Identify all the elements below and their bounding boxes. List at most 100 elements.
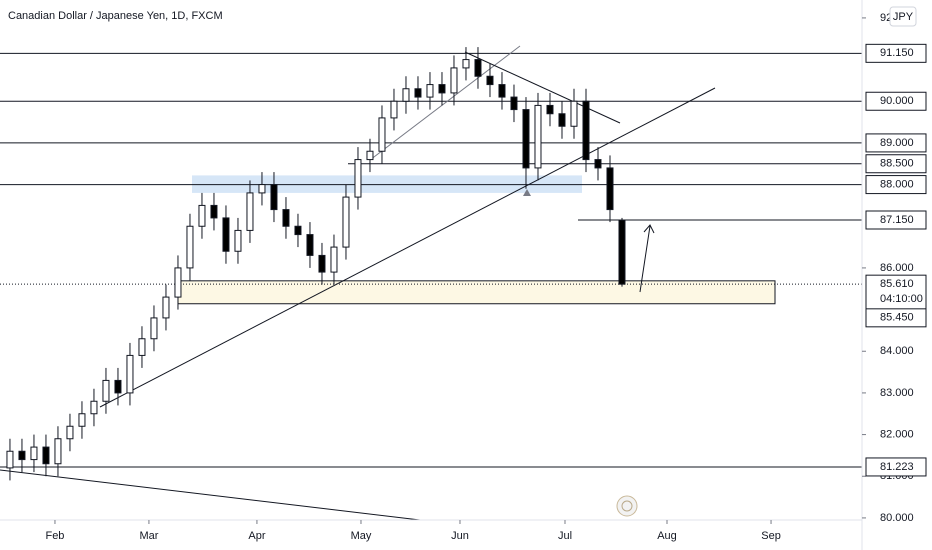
- logo-icon: [616, 495, 638, 517]
- candle-body: [282, 209, 290, 227]
- candle-body: [198, 204, 206, 227]
- chart-title: Canadian Dollar / Japanese Yen, 1D, FXCM: [8, 10, 223, 22]
- level-label: 90.000: [880, 95, 914, 107]
- candle-body: [426, 84, 434, 98]
- candle-body: [114, 379, 122, 394]
- candle-body: [402, 88, 410, 102]
- candle-body: [366, 150, 374, 161]
- candle-body: [54, 438, 62, 465]
- trend-line: [369, 45, 521, 161]
- x-tick-label: Apr: [248, 530, 265, 542]
- trend-line: [99, 87, 716, 408]
- candle-body: [138, 338, 146, 356]
- level-box: [865, 43, 927, 63]
- price-axis: 9286.00084.00083.00082.00081.00080.000Fe…: [45, 12, 927, 542]
- candle-body: [6, 450, 14, 469]
- level-label: 91.150: [880, 47, 914, 59]
- x-tick-label: May: [351, 530, 372, 542]
- candle-body: [42, 446, 50, 465]
- level-box: [865, 154, 927, 174]
- candle-body: [210, 204, 218, 219]
- candle-body: [174, 267, 182, 298]
- marker: [523, 189, 531, 196]
- level-box: [865, 175, 927, 195]
- level-box: [865, 210, 927, 230]
- candle-body: [150, 317, 158, 340]
- candle-body: [510, 96, 518, 111]
- x-tick-label: Sep: [761, 530, 781, 542]
- icon: [616, 495, 638, 517]
- y-tick-label: 92: [880, 12, 892, 24]
- candle-body: [498, 84, 506, 98]
- level-label: 87.150: [880, 214, 914, 226]
- x-tick-label: Mar: [139, 530, 158, 542]
- candle-body: [390, 100, 398, 119]
- candle-body: [522, 109, 530, 169]
- level-box: [865, 133, 927, 153]
- candle-body: [606, 167, 614, 211]
- x-tick-label: Aug: [657, 530, 677, 542]
- candle-body: [414, 88, 422, 98]
- candle-body: [186, 225, 194, 269]
- candle-body: [126, 354, 134, 394]
- candle-body: [18, 450, 26, 461]
- logo-icon: [621, 500, 633, 512]
- currency[interactable]: JPY: [893, 11, 914, 23]
- drawings: [0, 45, 716, 521]
- candle-body: [342, 196, 350, 248]
- trend-line: [464, 51, 621, 124]
- candle-body: [534, 104, 542, 169]
- candle-body: [570, 100, 578, 127]
- y-tick-label: 82.000: [880, 428, 914, 440]
- countdown: 04:10:00: [880, 293, 923, 305]
- candle-body: [438, 84, 446, 94]
- level-box: [865, 457, 927, 477]
- candle-body: [486, 75, 494, 86]
- candle-body: [66, 425, 74, 440]
- level-label: 88.500: [880, 158, 914, 170]
- candle-body: [546, 104, 554, 115]
- candle-body: [330, 246, 338, 273]
- candle-body: [246, 192, 254, 231]
- level-box: [865, 91, 927, 111]
- x-tick-label: Jun: [451, 530, 469, 542]
- candle-body: [306, 234, 314, 256]
- candle-body: [102, 379, 110, 402]
- candle-body: [474, 59, 482, 77]
- candle-body: [618, 219, 626, 285]
- candle-body: [594, 159, 602, 169]
- candles: [6, 47, 626, 481]
- candle-body: [354, 159, 362, 198]
- candle-body: [162, 296, 170, 319]
- currency-badge[interactable]: [889, 6, 917, 27]
- last-price-label: 85.610: [880, 278, 914, 290]
- zone-label-box: [865, 308, 927, 328]
- level-label: 81.223: [880, 461, 914, 473]
- level-label: 88.000: [880, 178, 914, 190]
- candle-body: [462, 59, 470, 69]
- y-tick-label: 83.000: [880, 387, 914, 399]
- trend-line: [0, 469, 421, 521]
- arrow: [639, 224, 655, 293]
- candle-body: [450, 67, 458, 94]
- zone-label: 85.450: [880, 312, 914, 324]
- candle-body: [378, 117, 386, 152]
- candle-body: [582, 100, 590, 161]
- y-tick-label: 86.000: [880, 262, 914, 274]
- x-tick-label: Feb: [45, 530, 64, 542]
- candle-body: [78, 413, 86, 427]
- candle-body: [270, 184, 278, 211]
- y-tick-label: 80.000: [880, 512, 914, 524]
- x-tick-label: Jul: [558, 530, 572, 542]
- candle-body: [294, 225, 302, 236]
- candle-body: [234, 229, 242, 252]
- candle-body: [258, 184, 266, 194]
- last-price-box: [865, 274, 927, 310]
- y-tick-label: 84.000: [880, 345, 914, 357]
- level-label: 89.000: [880, 137, 914, 149]
- candle-body: [318, 254, 326, 273]
- candle-body: [222, 217, 230, 252]
- candle-body: [30, 446, 38, 461]
- candle-body: [90, 400, 98, 415]
